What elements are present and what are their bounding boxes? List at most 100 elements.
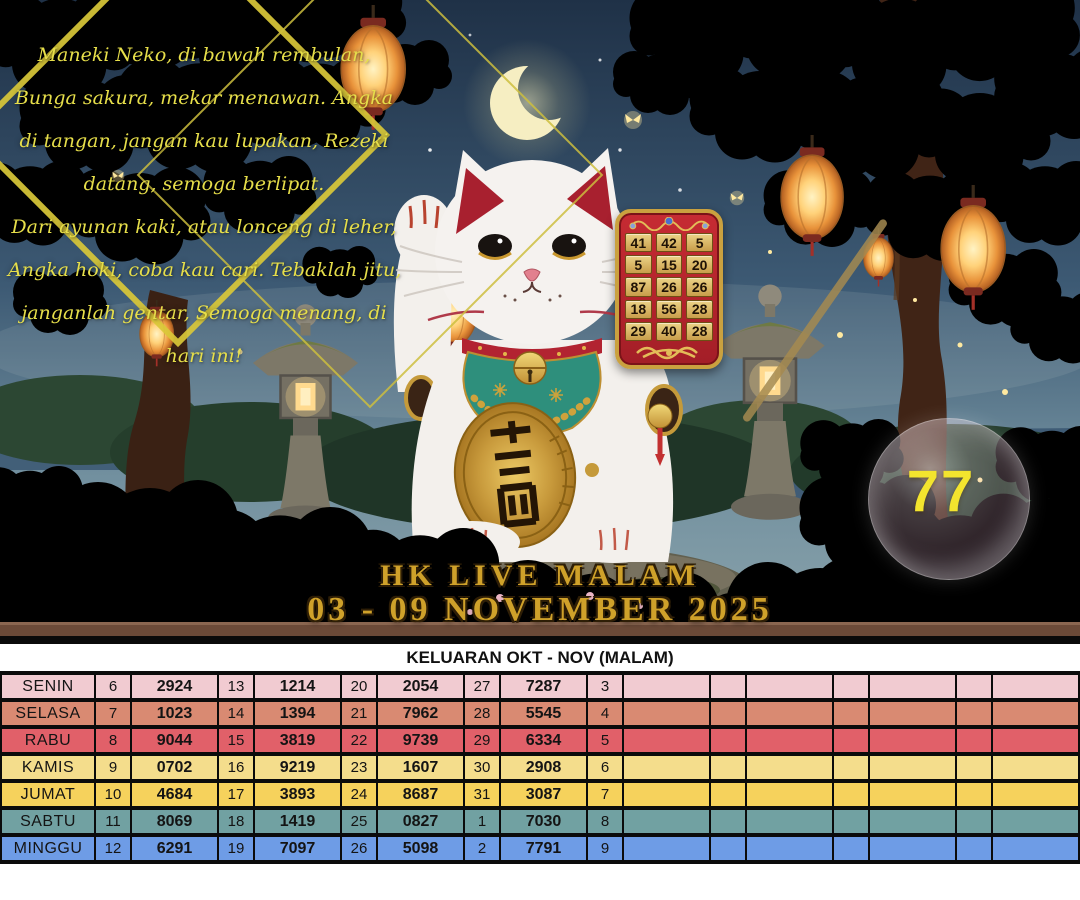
result-cell: 9739 bbox=[376, 727, 465, 754]
day-cell: SABTU bbox=[0, 808, 96, 835]
date-cell bbox=[955, 700, 993, 727]
result-cell: 1607 bbox=[376, 754, 465, 781]
date-cell: 7 bbox=[586, 781, 624, 808]
date-cell bbox=[709, 781, 747, 808]
result-cell: 4684 bbox=[130, 781, 219, 808]
result-cell: 9044 bbox=[130, 727, 219, 754]
date-cell bbox=[832, 781, 870, 808]
result-cell: 0827 bbox=[376, 808, 465, 835]
date-cell: 15 bbox=[217, 727, 255, 754]
result-cell: 9219 bbox=[253, 754, 342, 781]
result-cell bbox=[868, 808, 957, 835]
result-cell: 5545 bbox=[499, 700, 588, 727]
board-number-tile: 41 bbox=[625, 233, 652, 253]
board-top-ornament bbox=[625, 216, 713, 231]
date-cell bbox=[832, 835, 870, 862]
result-cell: 7791 bbox=[499, 835, 588, 862]
date-cell bbox=[955, 835, 993, 862]
result-cell bbox=[622, 754, 711, 781]
poem-line: datang, semoga berlipat. bbox=[83, 173, 325, 195]
board-number-tile: 29 bbox=[625, 321, 652, 341]
hero-banner: Maneki Neko, di bawah rembulan, Bunga sak… bbox=[0, 0, 1080, 636]
result-cell: 1214 bbox=[253, 673, 342, 700]
results-row: RABU 8 9044 15 3819 22 9739 29 6334 5 bbox=[0, 727, 1080, 754]
date-cell: 8 bbox=[586, 808, 624, 835]
date-cell: 16 bbox=[217, 754, 255, 781]
date-cell: 21 bbox=[340, 700, 378, 727]
result-cell: 5098 bbox=[376, 835, 465, 862]
date-cell bbox=[709, 754, 747, 781]
result-cell bbox=[991, 808, 1080, 835]
date-cell bbox=[832, 700, 870, 727]
date-cell: 9 bbox=[94, 754, 132, 781]
day-cell: JUMAT bbox=[0, 781, 96, 808]
board-number-tile: 15 bbox=[655, 255, 683, 275]
date-cell: 3 bbox=[586, 673, 624, 700]
date-cell bbox=[955, 673, 993, 700]
result-cell bbox=[745, 754, 834, 781]
day-cell: RABU bbox=[0, 727, 96, 754]
flower-banks bbox=[0, 419, 1080, 636]
board-number-tile: 28 bbox=[686, 321, 713, 341]
result-cell bbox=[745, 673, 834, 700]
result-cell: 3819 bbox=[253, 727, 342, 754]
result-cell bbox=[622, 673, 711, 700]
day-cell: KAMIS bbox=[0, 754, 96, 781]
date-cell bbox=[955, 781, 993, 808]
date-cell: 24 bbox=[340, 781, 378, 808]
date-cell bbox=[832, 727, 870, 754]
results-row: MINGGU 12 6291 19 7097 26 5098 2 7791 9 bbox=[0, 835, 1080, 862]
result-cell: 2054 bbox=[376, 673, 465, 700]
date-cell: 22 bbox=[340, 727, 378, 754]
result-cell: 7962 bbox=[376, 700, 465, 727]
date-cell bbox=[832, 673, 870, 700]
poem-overlay: Maneki Neko, di bawah rembulan, Bunga sak… bbox=[8, 34, 401, 378]
date-cell: 1 bbox=[463, 808, 501, 835]
board-number-tile: 5 bbox=[625, 255, 652, 275]
result-cell: 6291 bbox=[130, 835, 219, 862]
date-cell: 31 bbox=[463, 781, 501, 808]
result-cell bbox=[745, 700, 834, 727]
date-cell bbox=[709, 835, 747, 862]
result-cell bbox=[868, 727, 957, 754]
result-cell bbox=[745, 727, 834, 754]
date-cell bbox=[955, 808, 993, 835]
result-cell: 3087 bbox=[499, 781, 588, 808]
board-number-tile: 56 bbox=[655, 299, 683, 319]
date-cell bbox=[709, 700, 747, 727]
date-cell: 6 bbox=[94, 673, 132, 700]
results-table: SENIN 6 2924 13 1214 20 2054 27 7287 3 SELASA 7 1023… bbox=[0, 671, 1080, 864]
date-cell: 20 bbox=[340, 673, 378, 700]
day-cell: SENIN bbox=[0, 673, 96, 700]
date-cell: 6 bbox=[586, 754, 624, 781]
result-cell bbox=[622, 808, 711, 835]
date-cell: 4 bbox=[586, 700, 624, 727]
result-cell bbox=[868, 700, 957, 727]
date-cell: 25 bbox=[340, 808, 378, 835]
date-cell: 11 bbox=[94, 808, 132, 835]
result-cell: 3893 bbox=[253, 781, 342, 808]
butterfly-icon bbox=[624, 111, 642, 129]
date-cell: 10 bbox=[94, 781, 132, 808]
result-cell bbox=[991, 835, 1080, 862]
results-table-body: SENIN 6 2924 13 1214 20 2054 27 7287 3 SELASA 7 1023… bbox=[0, 673, 1080, 862]
date-cell: 7 bbox=[94, 700, 132, 727]
date-cell bbox=[955, 754, 993, 781]
result-cell bbox=[991, 700, 1080, 727]
result-cell: 6334 bbox=[499, 727, 588, 754]
board-number-tile: 40 bbox=[655, 321, 683, 341]
date-cell: 8 bbox=[94, 727, 132, 754]
result-cell bbox=[745, 808, 834, 835]
result-cell bbox=[868, 673, 957, 700]
date-cell bbox=[832, 808, 870, 835]
hero-title: HK LIVE MALAM 03 - 09 NOVEMBER 2025 bbox=[0, 560, 1080, 628]
hero-title-line1: HK LIVE MALAM bbox=[380, 559, 700, 592]
date-cell: 19 bbox=[217, 835, 255, 862]
result-cell: 1419 bbox=[253, 808, 342, 835]
hero-title-line2: 03 - 09 NOVEMBER 2025 bbox=[307, 591, 773, 628]
date-cell: 18 bbox=[217, 808, 255, 835]
date-cell: 27 bbox=[463, 673, 501, 700]
result-cell: 7097 bbox=[253, 835, 342, 862]
result-cell bbox=[991, 727, 1080, 754]
wooden-edge bbox=[0, 622, 1080, 636]
